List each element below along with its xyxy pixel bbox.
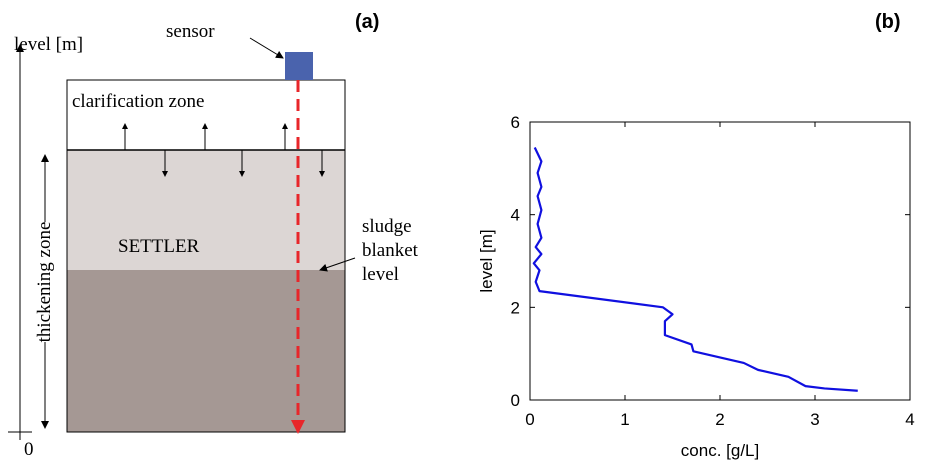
x-tick-label: 0 bbox=[525, 410, 534, 429]
sludge-label: level bbox=[362, 264, 399, 285]
sludge-label: sludge bbox=[362, 216, 412, 237]
y-tick-label: 4 bbox=[511, 206, 520, 225]
sensor-label: sensor bbox=[166, 21, 215, 42]
thickening-label: thickening zone bbox=[34, 222, 55, 343]
upper-thickening bbox=[67, 150, 345, 270]
panel-label: (a) bbox=[355, 11, 379, 33]
x-tick-label: 2 bbox=[715, 410, 724, 429]
x-tick-label: 4 bbox=[905, 410, 914, 429]
data-line bbox=[532, 147, 858, 392]
clarification-label: clarification zone bbox=[72, 91, 204, 112]
y-tick-label: 6 bbox=[511, 113, 520, 132]
origin-label: 0 bbox=[24, 439, 34, 460]
y-tick-label: 2 bbox=[511, 298, 520, 317]
flow-arrows bbox=[122, 123, 325, 177]
sludge-pointer bbox=[319, 257, 356, 272]
panel-label: (b) bbox=[875, 11, 901, 33]
settler-label: SETTLER bbox=[118, 236, 200, 257]
settler-outline bbox=[66, 79, 346, 433]
sensor-pointer bbox=[249, 37, 284, 59]
y-tick-label: 0 bbox=[511, 391, 520, 410]
y-axis-label: level [m] bbox=[477, 229, 496, 292]
panel-b: (b) 0 1 2 3 4 0 2 4 6 conc. [g/L] level [m] bbox=[477, 11, 915, 460]
sludge-blanket bbox=[67, 270, 345, 432]
x-axis-label: conc. [g/L] bbox=[681, 441, 759, 460]
label-mask bbox=[36, 222, 54, 342]
sensor-box bbox=[285, 52, 313, 80]
sludge-label: blanket bbox=[362, 240, 419, 261]
x-tick-label: 1 bbox=[620, 410, 629, 429]
level-label: level [m] bbox=[14, 34, 83, 55]
panel-a: thickening zone level [m] 0 sensor clari… bbox=[8, 11, 419, 460]
x-tick-label: 3 bbox=[810, 410, 819, 429]
